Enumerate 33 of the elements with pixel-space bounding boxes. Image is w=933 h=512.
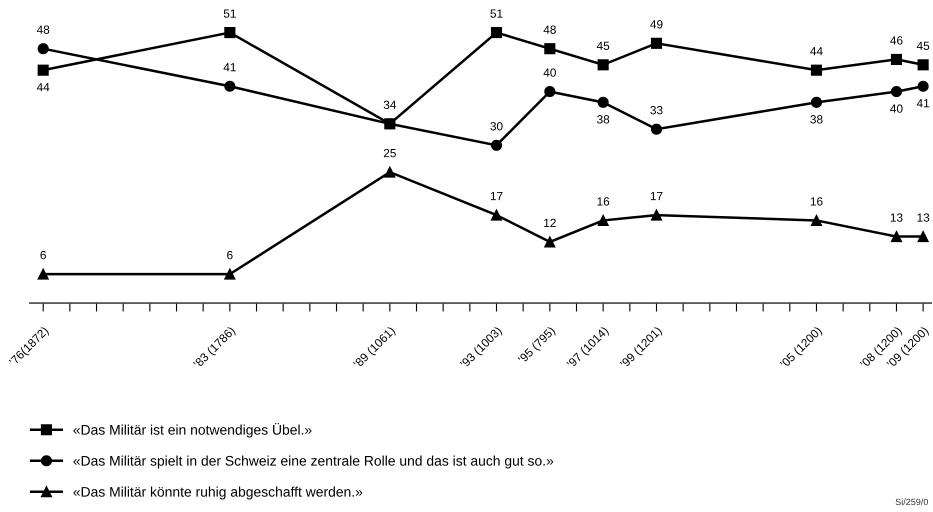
data-label: 45 xyxy=(596,42,610,50)
data-label: 44 xyxy=(810,47,823,56)
data-label: 17 xyxy=(650,192,662,200)
legend-label: «Das Militär ist ein notwendiges Übel.» xyxy=(73,422,312,438)
text: Si/259/0 xyxy=(896,498,928,506)
data-label: 17 xyxy=(490,192,502,200)
data-label: 38 xyxy=(597,115,610,124)
data-label: 48 xyxy=(544,25,556,34)
data-label: 40 xyxy=(890,104,903,113)
data-label: 30 xyxy=(490,122,503,130)
data-label: 13 xyxy=(890,213,903,222)
data-label: 16 xyxy=(810,197,823,206)
data-label: 12 xyxy=(544,218,556,227)
data-label: 44 xyxy=(36,83,50,92)
data-label: 46 xyxy=(890,36,903,45)
data-label: 16 xyxy=(597,197,610,206)
legend-label: «Das Militär könnte ruhig abgeschafft werden.» xyxy=(73,486,362,500)
data-label: 51 xyxy=(490,10,502,18)
data-label: 40 xyxy=(544,68,556,77)
data-label: 33 xyxy=(650,106,663,114)
data-label: 49 xyxy=(650,20,662,28)
data-label: 48 xyxy=(36,25,50,34)
data-label: 25 xyxy=(384,148,396,158)
data-label: 45 xyxy=(916,42,930,50)
data-label: 41 xyxy=(224,63,236,72)
data-label: 6 xyxy=(227,250,233,260)
data-label: 41 xyxy=(916,99,930,108)
data-label: 51 xyxy=(224,10,236,18)
data-label: 6 xyxy=(40,250,46,260)
data-label: 38 xyxy=(810,115,823,124)
legend-label: «Das Militär spielt in der Schweiz eine zentrale Rolle und das ist auch gut so.» xyxy=(73,456,554,468)
data-label: 34 xyxy=(384,100,396,109)
data-label: 13 xyxy=(917,213,930,222)
